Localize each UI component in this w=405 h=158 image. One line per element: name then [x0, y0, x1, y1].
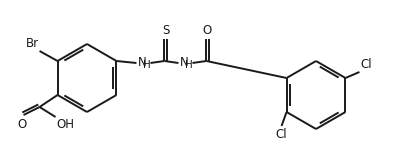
- Text: O: O: [17, 118, 26, 131]
- Text: Br: Br: [26, 37, 38, 50]
- Text: Cl: Cl: [275, 128, 287, 141]
- Text: H: H: [185, 60, 192, 70]
- Text: S: S: [161, 24, 169, 37]
- Text: N: N: [137, 57, 146, 70]
- Text: OH: OH: [56, 118, 75, 131]
- Text: H: H: [143, 60, 150, 70]
- Text: Cl: Cl: [360, 58, 371, 71]
- Text: O: O: [202, 24, 211, 37]
- Text: N: N: [179, 57, 188, 70]
